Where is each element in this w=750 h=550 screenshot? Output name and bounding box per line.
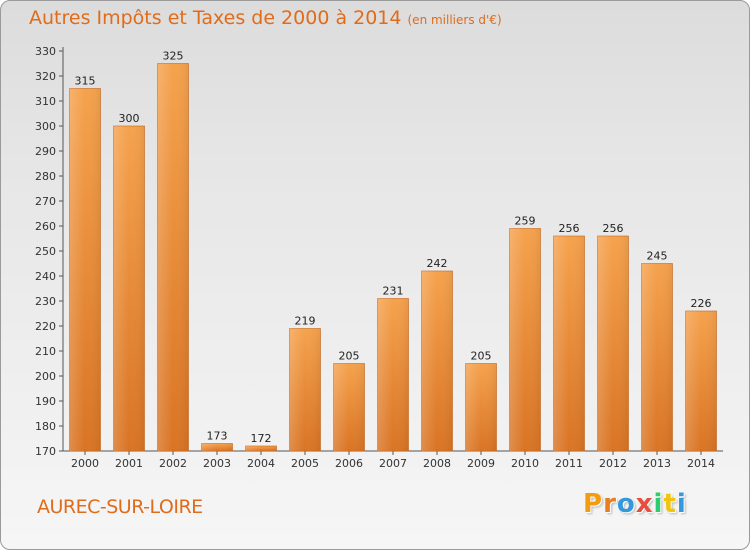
y-tick-label: 240 bbox=[35, 270, 56, 283]
data-label: 231 bbox=[383, 285, 404, 298]
data-label: 245 bbox=[647, 250, 668, 263]
data-label: 259 bbox=[515, 215, 536, 228]
bar-shine bbox=[201, 443, 233, 451]
x-tick-label: 2010 bbox=[511, 457, 539, 470]
y-tick-label: 290 bbox=[35, 145, 56, 158]
logo-letter: o bbox=[616, 489, 636, 519]
bar-shine bbox=[685, 311, 717, 451]
data-label: 205 bbox=[339, 350, 360, 363]
data-label: 226 bbox=[691, 297, 712, 310]
x-tick-label: 2009 bbox=[467, 457, 495, 470]
data-label: 205 bbox=[471, 350, 492, 363]
bar-shine bbox=[333, 363, 365, 451]
data-label: 256 bbox=[559, 222, 580, 235]
bar-shine bbox=[597, 236, 629, 451]
data-label: 242 bbox=[427, 257, 448, 270]
logo-letter: P bbox=[583, 489, 604, 519]
x-tick-label: 2002 bbox=[159, 457, 187, 470]
commune-name: AUREC-SUR-LOIRE bbox=[37, 496, 203, 518]
data-label: 300 bbox=[119, 112, 140, 125]
bar-shine bbox=[289, 328, 321, 451]
y-tick-label: 260 bbox=[35, 220, 56, 233]
x-tick-label: 2004 bbox=[247, 457, 275, 470]
unit-label: (en milliers d'€) bbox=[407, 13, 502, 27]
x-tick-label: 2014 bbox=[687, 457, 715, 470]
data-labels-group: 315 300 325 173 172 219 205 231 242 205 259 256 256 2… bbox=[75, 50, 712, 446]
x-tick-label: 2012 bbox=[599, 457, 627, 470]
logo-letter: r bbox=[603, 489, 617, 519]
y-tick-label: 270 bbox=[35, 195, 56, 208]
logo-letter: i bbox=[676, 489, 687, 519]
title-text: Autres Impôts et Taxes de 2000 à 2014 bbox=[29, 7, 402, 29]
bar-shine bbox=[377, 298, 409, 451]
x-tick-label: 2003 bbox=[203, 457, 231, 470]
logo-letter: x bbox=[635, 489, 654, 519]
y-tick-label: 170 bbox=[35, 445, 56, 458]
x-tick-label: 2008 bbox=[423, 457, 451, 470]
x-tick-label: 2013 bbox=[643, 457, 671, 470]
x-tick-label: 2011 bbox=[555, 457, 583, 470]
bar-shine bbox=[69, 88, 101, 451]
x-tick-label: 2005 bbox=[291, 457, 319, 470]
y-tick-label: 250 bbox=[35, 245, 56, 258]
bars-group bbox=[69, 63, 717, 452]
y-tick-label: 320 bbox=[35, 70, 56, 83]
logo-letter: i bbox=[653, 489, 664, 519]
y-tick-label: 200 bbox=[35, 370, 56, 383]
data-label: 256 bbox=[603, 222, 624, 235]
data-label: 219 bbox=[295, 315, 316, 328]
bar-shine bbox=[465, 363, 497, 451]
bar-shine bbox=[113, 126, 145, 451]
x-tick-label: 2007 bbox=[379, 457, 407, 470]
y-tick-label: 310 bbox=[35, 95, 56, 108]
y-tick-label: 190 bbox=[35, 395, 56, 408]
bar-shine bbox=[509, 228, 541, 451]
y-tick-label: 210 bbox=[35, 345, 56, 358]
data-label: 325 bbox=[163, 50, 184, 63]
bar-shine bbox=[157, 63, 189, 451]
x-tick-label: 2001 bbox=[115, 457, 143, 470]
y-tick-label: 230 bbox=[35, 295, 56, 308]
y-tick-label: 280 bbox=[35, 170, 56, 183]
logo-letter: t bbox=[663, 489, 677, 519]
proxiti-logo: Proxiti bbox=[583, 489, 687, 519]
data-label: 173 bbox=[207, 430, 228, 443]
bar-shine bbox=[421, 271, 453, 451]
y-tick-label: 300 bbox=[35, 120, 56, 133]
chart-title: Autres Impôts et Taxes de 2000 à 2014 (en… bbox=[29, 7, 502, 29]
bar-shine bbox=[641, 263, 673, 451]
data-label: 315 bbox=[75, 75, 96, 88]
bar-shine bbox=[553, 236, 585, 451]
x-tick-label: 2006 bbox=[335, 457, 363, 470]
y-tick-label: 220 bbox=[35, 320, 56, 333]
x-tick-label: 2000 bbox=[71, 457, 99, 470]
y-tick-label: 180 bbox=[35, 420, 56, 433]
y-tick-label: 330 bbox=[35, 45, 56, 58]
data-label: 172 bbox=[251, 432, 272, 445]
bar-shine bbox=[245, 446, 277, 451]
